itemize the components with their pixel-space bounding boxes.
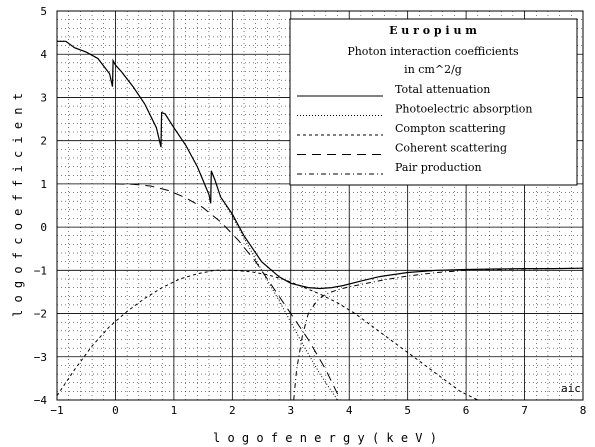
x-tick-label: 6 — [463, 404, 470, 417]
y-tick-label: 5 — [40, 5, 47, 18]
y-tick-label: −3 — [34, 351, 47, 364]
x-tick-label: −1 — [50, 404, 63, 417]
y-tick-label: 4 — [40, 48, 47, 61]
y-tick-label: 0 — [40, 221, 47, 234]
x-tick-label: 4 — [346, 404, 353, 417]
series-line-photoelectric-absorption — [57, 40, 338, 400]
plot-frame — [56, 10, 584, 401]
legend-title: E u r o p i u m — [389, 24, 477, 37]
legend-box — [289, 18, 578, 186]
series-line-coherent-scattering — [115, 183, 341, 400]
legend-subtitle: Photon interaction coefficients — [347, 45, 519, 58]
series-layer — [57, 40, 583, 400]
legend-label: Total attenuation — [395, 83, 490, 96]
series-line-compton-scattering — [57, 269, 479, 400]
x-tick-label: 5 — [404, 404, 411, 417]
y-tick-label: −1 — [34, 264, 47, 277]
x-tick-label: 1 — [171, 404, 178, 417]
x-tick-label: 7 — [521, 404, 528, 417]
y-tick-label: −2 — [34, 308, 47, 321]
y-tick-label: 3 — [40, 91, 47, 104]
y-tick-label: 2 — [40, 135, 47, 148]
legend-label: Coherent scattering — [395, 142, 507, 155]
y-tick-label: 1 — [40, 178, 47, 191]
legend-units: in cm^2/g — [404, 63, 462, 76]
x-tick-label: 3 — [287, 404, 294, 417]
annotation-aic: aic — [561, 382, 581, 395]
x-tick-label: 8 — [580, 404, 587, 417]
legend-label: Photoelectric absorption — [395, 103, 533, 116]
legend-entries: Total attenuation Photoelectric absorptio… — [297, 83, 533, 175]
legend-label: Pair production — [395, 161, 482, 174]
y-tick-label: −4 — [34, 394, 48, 407]
legend-label: Compton scattering — [395, 122, 506, 135]
series-line-pair-production — [293, 267, 583, 400]
x-tick-label: 2 — [229, 404, 236, 417]
y-axis-label: l o g o f c o e f f i c i e n t — [11, 93, 25, 317]
x-tick-label: 0 — [112, 404, 119, 417]
x-axis-label: l o g o f e n e r g y ( k e V ) — [213, 431, 437, 445]
tick-labels: −1 0 1 2 3 4 5 6 7 8 −4 −3 −2 −1 0 1 2 3 4 5 — [34, 5, 587, 417]
legend: E u r o p i u m Photon interaction coeff… — [289, 18, 578, 186]
